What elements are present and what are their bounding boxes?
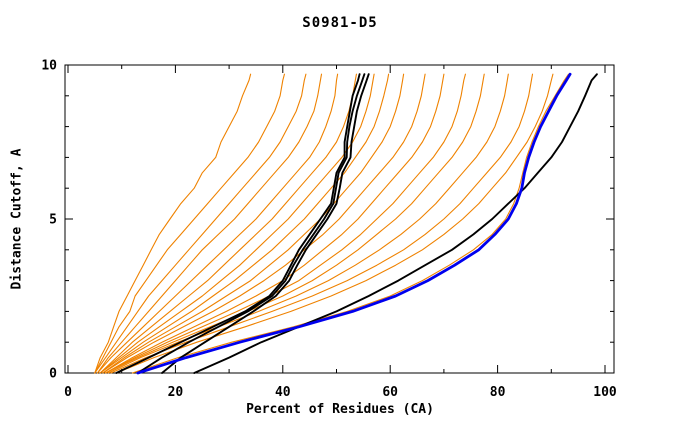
series-line-highlight-model-black-4 [193, 73, 598, 374]
series-line-other-model-09 [102, 73, 405, 374]
series-line-other-model-05 [96, 73, 339, 374]
series-line-other-model-16 [115, 73, 554, 374]
y-axis-label: Distance Cutoff, A [9, 148, 25, 290]
series-line-other-model-04 [96, 73, 323, 374]
y-tick-label: 5 [49, 213, 57, 228]
series-line-other-model-06 [99, 73, 357, 374]
y-tick-label: 0 [49, 367, 57, 382]
series-line-other-model-08 [99, 73, 390, 374]
series-line-other-model-15 [110, 73, 534, 374]
series-line-other-model-12 [105, 73, 466, 374]
x-tick-label: 0 [64, 385, 72, 400]
series-line-other-model-14 [107, 73, 509, 374]
series-line-other-model-02 [94, 73, 285, 374]
series-line-other-model-10 [102, 73, 426, 374]
series-line-highlight-model-black-1 [115, 73, 361, 374]
series-line-highlight-model-black-2 [136, 73, 366, 374]
series-line-other-model-01 [94, 73, 252, 374]
x-tick-label: 60 [382, 385, 398, 400]
chart-title: S0981-D5 [302, 15, 378, 31]
series-line-highlight-model-black-3 [161, 73, 370, 374]
x-tick-label: 80 [490, 385, 506, 400]
series-line-other-model-07 [99, 73, 375, 374]
y-tick-label: 10 [41, 59, 57, 74]
x-axis-label: Percent of Residues (CA) [246, 402, 434, 417]
x-tick-label: 100 [593, 385, 617, 400]
x-tick-label: 20 [168, 385, 184, 400]
series-line-other-model-03 [94, 73, 307, 374]
x-tick-label: 40 [275, 385, 291, 400]
series-line-highlight-model-blue [136, 72, 572, 375]
series-line-other-model-11 [105, 73, 445, 374]
